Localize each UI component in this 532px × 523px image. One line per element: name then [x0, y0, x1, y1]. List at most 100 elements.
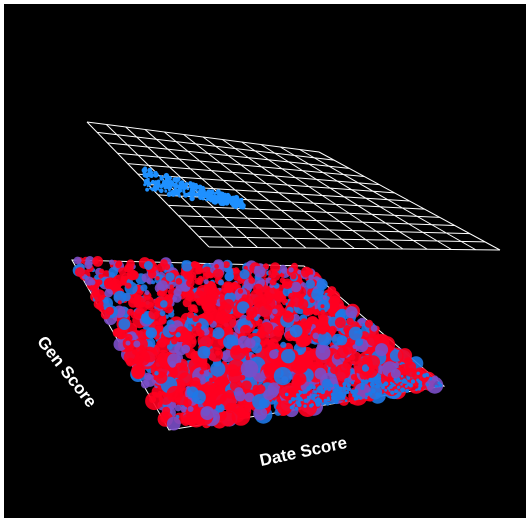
data-point: [322, 316, 327, 321]
projection-point: [213, 191, 217, 195]
data-point: [231, 407, 251, 426]
data-point: [290, 273, 297, 280]
data-point: [320, 309, 326, 315]
data-point: [166, 385, 184, 403]
projection-point: [188, 184, 194, 189]
data-point: [426, 374, 430, 377]
data-point: [187, 311, 194, 319]
projection-point: [156, 181, 161, 187]
projection-point: [175, 180, 178, 184]
projection-point: [170, 177, 173, 179]
data-point: [126, 259, 135, 268]
data-point: [405, 361, 417, 373]
projection-point: [211, 191, 214, 194]
data-point: [313, 308, 321, 315]
data-point: [339, 391, 344, 396]
data-point: [371, 388, 376, 394]
projection-point: [217, 197, 223, 203]
data-point: [371, 379, 375, 383]
data-point: [200, 406, 215, 421]
data-point: [368, 391, 373, 396]
data-point: [187, 273, 195, 280]
projection-point: [161, 180, 167, 185]
data-point: [354, 394, 358, 399]
data-point: [212, 327, 225, 340]
data-point: [293, 372, 307, 386]
data-point: [283, 310, 292, 319]
data-point: [241, 294, 249, 302]
data-point: [296, 349, 303, 355]
data-point: [336, 346, 349, 359]
projection-point: [170, 186, 173, 189]
upper-grid-plane: [86, 121, 501, 251]
data-point: [342, 387, 347, 391]
data-point: [158, 358, 167, 367]
data-point: [253, 406, 268, 421]
projection-point: [157, 187, 160, 191]
data-point: [186, 278, 195, 288]
data-point: [174, 404, 182, 412]
data-point: [331, 333, 344, 346]
projection-point: [228, 196, 231, 199]
data-point: [408, 383, 413, 388]
data-point: [240, 360, 259, 378]
data-point: [300, 282, 307, 288]
data-point: [418, 380, 423, 385]
data-point: [74, 267, 85, 278]
data-point: [222, 261, 230, 269]
data-point: [219, 376, 230, 387]
chart-area: Gen Score Date Score: [4, 4, 526, 518]
projection-point: [189, 192, 195, 197]
projection-points: [141, 166, 246, 210]
data-point: [203, 381, 216, 393]
data-point: [190, 261, 199, 269]
data-point: [171, 338, 178, 345]
data-point: [410, 379, 416, 384]
projection-point: [198, 187, 204, 193]
data-point: [146, 279, 151, 284]
data-point: [117, 300, 122, 305]
data-point: [327, 308, 336, 317]
projection-point: [239, 205, 244, 210]
data-point: [364, 396, 368, 400]
projection-point: [223, 196, 226, 200]
projection-point: [143, 167, 146, 170]
data-point: [127, 308, 135, 316]
data-point: [346, 383, 351, 388]
data-point: [311, 288, 324, 301]
projection-point: [179, 185, 184, 190]
grid-line: [188, 225, 470, 235]
data-point: [239, 269, 250, 280]
data-point: [212, 268, 224, 280]
data-point: [322, 295, 327, 300]
data-point: [328, 289, 334, 295]
data-point: [314, 367, 327, 380]
projection-point: [206, 189, 211, 194]
data-point: [245, 355, 251, 361]
data-point: [210, 335, 226, 351]
data-point: [156, 263, 166, 273]
data-point: [383, 381, 389, 387]
data-point: [360, 385, 365, 390]
data-point: [303, 350, 313, 360]
data-point: [166, 416, 181, 431]
data-point: [210, 361, 226, 377]
data-point: [330, 392, 335, 397]
data-point: [327, 387, 332, 392]
data-point: [274, 291, 286, 302]
data-point: [400, 374, 404, 378]
data-point: [181, 417, 191, 426]
data-point: [426, 376, 444, 394]
data-point: [306, 395, 310, 399]
data-point: [347, 387, 352, 392]
data-point: [397, 348, 413, 363]
data-point: [160, 413, 170, 423]
data-point: [384, 388, 388, 392]
projection-point: [159, 184, 164, 189]
projection-point: [230, 195, 235, 200]
data-point: [240, 374, 246, 381]
data-point: [237, 301, 250, 314]
data-point: [230, 345, 241, 356]
data-point: [160, 300, 168, 308]
data-point: [277, 400, 292, 416]
